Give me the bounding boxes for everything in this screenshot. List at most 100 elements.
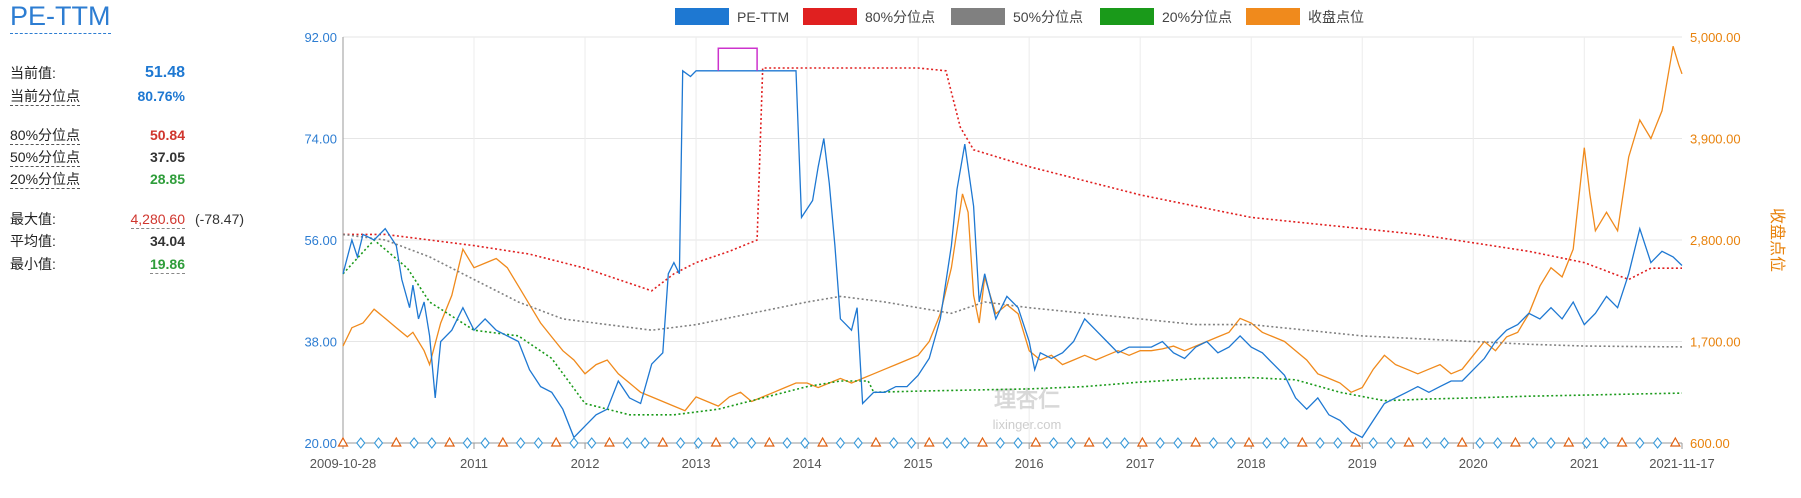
event-marker-triangle (1190, 436, 1202, 447)
max-label: 最大值: (10, 211, 56, 227)
event-marker-triangle (1669, 436, 1681, 447)
page-title[interactable]: PE-TTM (10, 0, 111, 34)
event-marker-diamond (729, 437, 739, 449)
x-tick-label: 2021 (1570, 456, 1599, 471)
event-marker-diamond (1315, 437, 1325, 449)
legend-item-p50[interactable]: 50%分位点 (951, 8, 1083, 25)
p80-row: 80%分位点 50.84 (10, 126, 185, 146)
event-marker-triangle (1030, 436, 1042, 447)
event-marker-diamond (675, 437, 686, 449)
series-line-pe-peak (717, 47, 758, 71)
chart-lines (342, 46, 1683, 439)
event-marker-diamond (906, 437, 917, 449)
series-line-p80 (343, 67, 1682, 292)
y-right-tick-label: 3,900.00 (1690, 132, 1741, 147)
event-marker-diamond (462, 437, 473, 449)
event-marker-diamond (1262, 437, 1272, 449)
event-marker-diamond (1421, 437, 1432, 449)
event-marker-triangle (1563, 436, 1575, 447)
p20-label[interactable]: 20%分位点 (10, 171, 81, 189)
current-value: 51.48 (144, 64, 185, 81)
legend-label-p80: 80%分位点 (865, 9, 935, 25)
event-marker-diamond (1492, 437, 1503, 449)
event-marker-diamond (409, 437, 419, 449)
event-marker-diamond (995, 437, 1005, 449)
event-marker-triangle (1350, 436, 1362, 447)
event-marker-diamond (1386, 437, 1396, 449)
legend-label-p20: 20%分位点 (1162, 9, 1232, 25)
legend-item-p20[interactable]: 20%分位点 (1100, 8, 1232, 25)
series-line-index (342, 46, 1683, 412)
event-marker-diamond (569, 437, 579, 449)
x-tick-label: 2013 (682, 456, 711, 471)
x-tick-label: 2018 (1237, 456, 1266, 471)
event-marker-triangle (1403, 436, 1415, 447)
event-marker-triangle (1456, 436, 1468, 447)
event-marker-diamond (1279, 437, 1290, 449)
legend-swatch-p20 (1100, 8, 1154, 25)
event-markers (337, 436, 1681, 449)
p20-row: 20%分位点 28.85 (10, 170, 185, 190)
event-marker-diamond (1155, 437, 1165, 449)
series-line-p20 (342, 238, 1683, 416)
x-tick-label: 2017 (1126, 456, 1155, 471)
x-tick-label: 2012 (571, 456, 600, 471)
stats-panel: PE-TTM 当前值: 51.48 当前分位点 80.76% 80%分位点 50… (0, 0, 260, 498)
event-marker-diamond (1635, 437, 1645, 449)
legend-item-index[interactable]: 收盘点位 (1246, 8, 1364, 25)
min-value[interactable]: 19.86 (149, 256, 185, 274)
event-marker-diamond (373, 437, 384, 449)
avg-row: 平均值: 34.04 (10, 232, 185, 252)
x-tick-label: 2021-11-17 (1649, 456, 1715, 471)
avg-value: 34.04 (149, 233, 185, 249)
event-marker-diamond (1528, 437, 1538, 449)
event-marker-diamond (1599, 437, 1609, 449)
y-right-tick-label: 5,000.00 (1690, 30, 1741, 45)
event-marker-triangle (1616, 436, 1628, 447)
watermark-logo: 理杏仁 (994, 387, 1060, 412)
p80-value: 50.84 (149, 127, 185, 143)
event-marker-diamond (1439, 437, 1450, 449)
series-line-pe (342, 69, 1683, 439)
event-marker-diamond (1102, 437, 1112, 449)
event-marker-triangle (390, 436, 402, 447)
p50-label[interactable]: 50%分位点 (10, 149, 81, 167)
event-marker-diamond (800, 437, 810, 449)
event-marker-diamond (1048, 437, 1059, 449)
event-marker-diamond (427, 437, 437, 449)
event-marker-diamond (1066, 437, 1077, 449)
legend-item-pe[interactable]: PE-TTM (675, 8, 789, 25)
event-marker-triangle (1136, 436, 1148, 447)
min-row: 最小值: 19.86 (10, 255, 185, 275)
p80-label[interactable]: 80%分位点 (10, 127, 81, 145)
event-marker-diamond (942, 437, 952, 449)
y-left-tick-label: 92.00 (304, 30, 337, 45)
event-marker-diamond (1368, 437, 1379, 449)
event-marker-triangle (870, 436, 882, 447)
event-marker-diamond (1546, 437, 1556, 449)
max-value[interactable]: 4,280.60 (130, 211, 185, 229)
event-marker-diamond (1119, 437, 1130, 449)
event-marker-triangle (817, 436, 829, 447)
watermark: 理杏仁 lixinger.com (993, 387, 1062, 432)
x-tick-label: 2014 (793, 456, 822, 471)
event-marker-diamond (622, 437, 632, 449)
current-percentile-value: 80.76% (137, 88, 185, 104)
x-tick-label: 2009-10-28 (310, 456, 377, 471)
legend-swatch-p50 (951, 8, 1005, 25)
chart-grid (343, 36, 1682, 444)
event-marker-diamond (515, 437, 526, 449)
current-percentile-label[interactable]: 当前分位点 (10, 88, 80, 106)
event-marker-triangle (603, 436, 615, 447)
y-left-tick-label: 74.00 (304, 132, 337, 147)
max-extra: (-78.47) (195, 211, 245, 227)
event-marker-diamond (586, 437, 597, 449)
right-axis-title: 收盘点位 (1768, 208, 1787, 272)
legend-item-p80[interactable]: 80%分位点 (803, 8, 935, 25)
y-right-tick-label: 600.00 (1690, 436, 1730, 451)
event-marker-triangle (923, 436, 935, 447)
event-marker-diamond (533, 437, 544, 449)
p50-row: 50%分位点 37.05 (10, 148, 185, 168)
series-line-p50 (342, 233, 1683, 348)
legend-label-pe: PE-TTM (737, 9, 789, 25)
